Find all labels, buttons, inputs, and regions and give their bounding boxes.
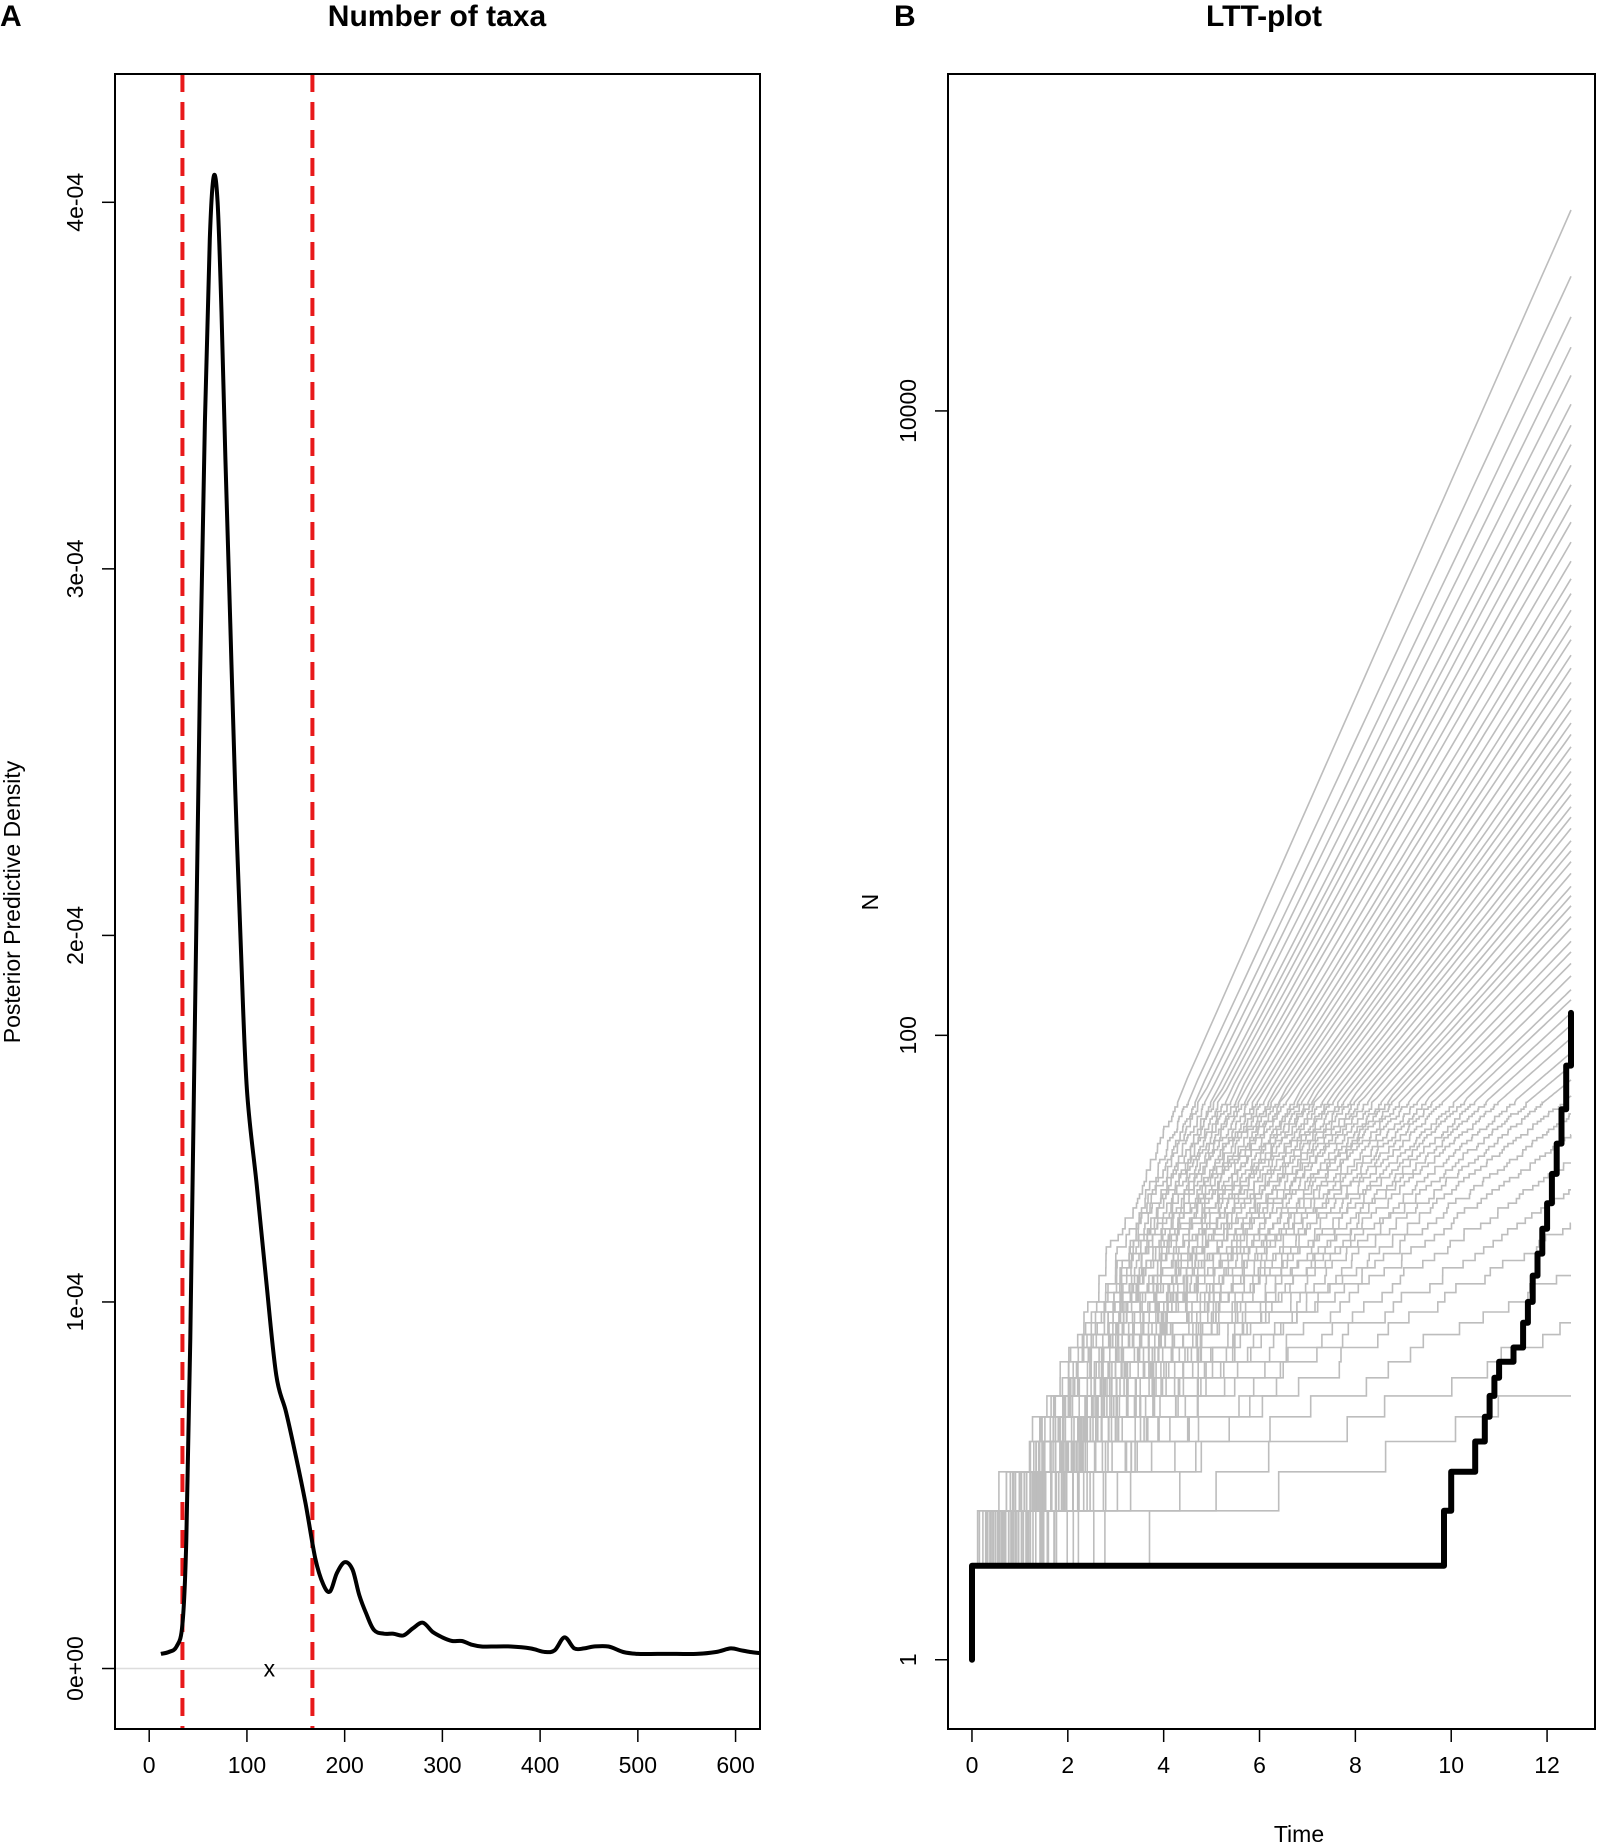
simulated-lineage <box>972 1079 1572 1567</box>
panel-a: A Number of taxa x 0 100 200 300 400 500 600 0… <box>0 0 761 1778</box>
x-tick-label: 10 <box>1438 1752 1464 1778</box>
y-tick-label: 1 <box>895 1653 921 1666</box>
y-tick-label: 3e-04 <box>62 539 88 598</box>
simulated-lineage <box>972 346 1572 1567</box>
panel-b-x-axis-label: Time <box>1274 1821 1324 1847</box>
x-tick-label: 400 <box>521 1752 559 1778</box>
y-tick-label: 0e+00 <box>62 1636 88 1701</box>
simulated-lineage <box>972 1162 1571 1567</box>
simulated-lineage <box>972 1037 1572 1567</box>
y-tick-label: 10000 <box>895 379 921 443</box>
simulated-lineage <box>972 1113 1571 1567</box>
x-tick-label: 600 <box>716 1752 754 1778</box>
panel-b-x-axis: 0 2 4 6 8 10 12 <box>966 1728 1560 1778</box>
x-tick-label: 300 <box>423 1752 461 1778</box>
simulated-lineage <box>972 999 1572 1567</box>
simulated-lineage <box>972 521 1572 1567</box>
y-tick-label: 4e-04 <box>62 173 88 232</box>
y-tick-label: 1e-04 <box>62 1272 88 1331</box>
y-tick-label: 2e-04 <box>62 906 88 965</box>
panel-a-y-axis: 0e+00 1e-04 2e-04 3e-04 4e-04 <box>62 173 116 1701</box>
panel-a-title: Number of taxa <box>328 0 547 33</box>
panel-b: B LTT-plot 0 2 4 6 8 10 12 1 100 10000 Time N <box>857 0 1596 1847</box>
x-tick-label: 12 <box>1534 1752 1560 1778</box>
simulated-lineage <box>972 560 1572 1567</box>
simulated-lineage <box>972 444 1572 1567</box>
panel-a-frame <box>114 73 761 1730</box>
x-tick-label: 4 <box>1157 1752 1170 1778</box>
simulated-lineage <box>972 697 1572 1567</box>
simulated-lineage <box>972 783 1572 1567</box>
simulated-lineage <box>972 639 1572 1567</box>
simulated-lineage <box>972 209 1572 1567</box>
simulated-lineage <box>972 827 1572 1567</box>
simulated-lineage <box>972 578 1572 1567</box>
density-curve <box>160 172 761 1657</box>
x-tick-label: 8 <box>1349 1752 1362 1778</box>
simulated-lineage <box>972 1064 1572 1567</box>
simulated-lineage <box>972 975 1572 1567</box>
simulated-lineage <box>972 1052 1572 1567</box>
simulated-lineage <box>972 709 1572 1567</box>
y-tick-label: 100 <box>895 1016 921 1054</box>
simulated-lineage <box>972 654 1572 1567</box>
simulated-lineage <box>972 1222 1572 1567</box>
simulated-lineage <box>972 593 1572 1567</box>
simulated-lineage <box>972 1012 1572 1567</box>
observed-value-marker: x <box>264 1656 276 1682</box>
x-tick-label: 0 <box>143 1752 156 1778</box>
panel-b-letter: B <box>894 0 916 33</box>
simulated-lineage <box>972 1322 1571 1567</box>
simulated-lineage <box>972 1274 1571 1567</box>
simulated-lineage <box>972 816 1572 1567</box>
simulated-lineage <box>972 609 1572 1567</box>
simulated-lineages <box>972 209 1572 1567</box>
panel-b-plot-area <box>969 209 1574 1663</box>
panel-a-plot-area: x <box>115 74 761 1729</box>
x-tick-label: 2 <box>1061 1752 1074 1778</box>
simulated-lineage <box>972 1395 1571 1567</box>
simulated-lineage <box>972 464 1572 1567</box>
panel-b-title: LTT-plot <box>1206 0 1322 33</box>
simulated-lineage <box>972 484 1572 1567</box>
observed-lineage <box>969 1009 1574 1663</box>
x-tick-label: 200 <box>325 1752 363 1778</box>
simulated-lineage <box>972 872 1572 1567</box>
simulated-lineage <box>972 1134 1572 1567</box>
x-tick-label: 6 <box>1253 1752 1266 1778</box>
simulated-lineage <box>972 940 1572 1567</box>
simulated-lineage <box>972 681 1572 1567</box>
x-tick-label: 500 <box>619 1752 657 1778</box>
x-tick-label: 100 <box>228 1752 266 1778</box>
simulated-lineage <box>972 403 1572 1567</box>
simulated-lineage <box>972 861 1572 1567</box>
simulated-lineage <box>972 962 1572 1567</box>
simulated-lineage <box>972 424 1572 1567</box>
x-tick-label: 0 <box>966 1752 979 1778</box>
panel-a-letter: A <box>0 0 22 33</box>
panel-a-y-axis-label: Posterior Predictive Density <box>0 760 25 1043</box>
panel-a-x-axis: 0 100 200 300 400 500 600 <box>143 1728 755 1778</box>
panel-b-y-axis: 1 100 10000 <box>895 379 949 1666</box>
simulated-lineage <box>972 1024 1572 1567</box>
panel-b-y-axis-label: N <box>857 894 883 911</box>
simulated-lineage <box>972 927 1572 1567</box>
